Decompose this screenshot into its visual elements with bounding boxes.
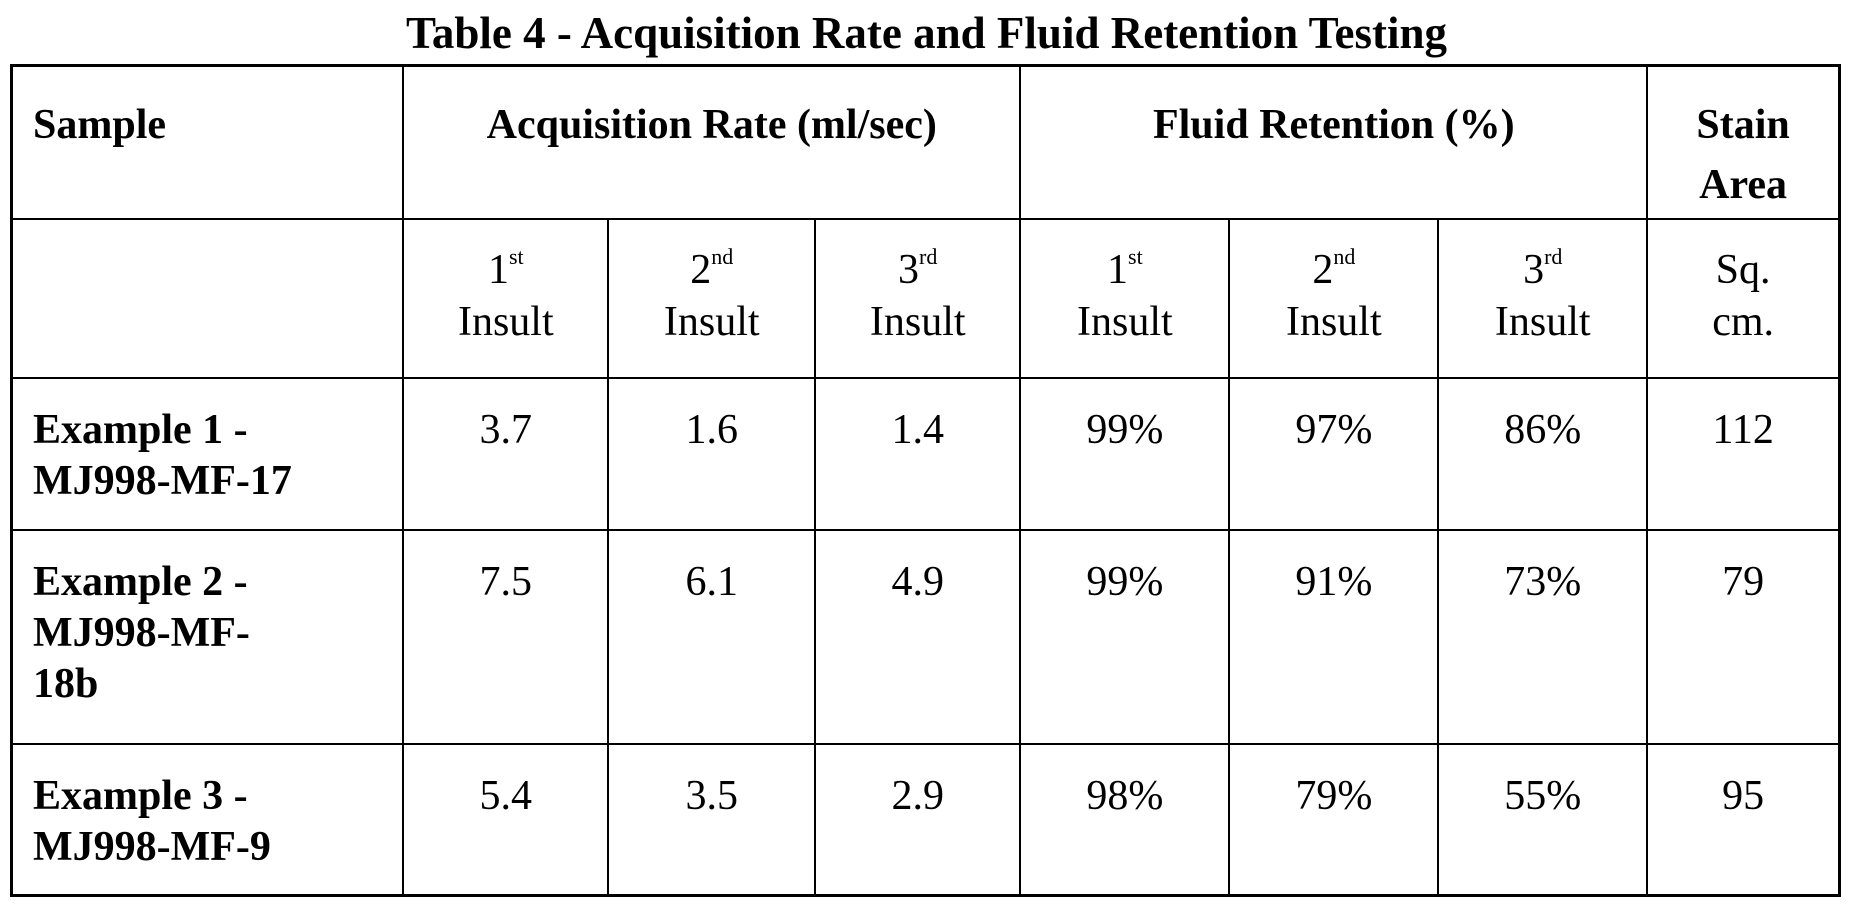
insult-1-number: 1 <box>488 247 509 293</box>
acq-insult-2-value: 6.1 <box>608 530 815 744</box>
sample-line: Example 1 - <box>33 405 402 456</box>
insult-label: Insult <box>816 296 1019 348</box>
sample-line: Example 3 - <box>33 771 402 822</box>
sample-line: Example 2 - <box>33 557 402 608</box>
sample-cell: Example 3 - MJ998-MF-9 <box>12 744 404 896</box>
insult-3-suffix: rd <box>1544 244 1562 269</box>
insult-label: Insult <box>609 296 814 348</box>
ret-insult-2-value: 91% <box>1229 530 1438 744</box>
ret-insult-2-value: 97% <box>1229 378 1438 530</box>
insult-2-suffix: nd <box>1333 244 1355 269</box>
sample-cell: Example 1 - MJ998-MF-17 <box>12 378 404 530</box>
insult-3-number: 3 <box>1523 247 1544 293</box>
insult-2-number: 2 <box>690 247 711 293</box>
header-fluid-retention: Fluid Retention (%) <box>1020 66 1647 219</box>
ret-insult-1-value: 99% <box>1020 378 1229 530</box>
sample-cell: Example 2 - MJ998-MF- 18b <box>12 530 404 744</box>
insult-2-number: 2 <box>1312 247 1333 293</box>
insult-label: Insult <box>1021 296 1228 348</box>
header-sample: Sample <box>12 66 404 219</box>
stain-area-value: 95 <box>1647 744 1839 896</box>
subheader-ret-insult-1: 1st Insult <box>1020 219 1229 378</box>
insult-label: Insult <box>404 296 607 348</box>
header-stain-area-line2: Area <box>1648 155 1838 215</box>
ret-insult-1-value: 98% <box>1020 744 1229 896</box>
ret-insult-3-value: 73% <box>1438 530 1647 744</box>
data-table: Sample Acquisition Rate (ml/sec) Fluid R… <box>10 64 1841 897</box>
acq-insult-2-value: 3.5 <box>608 744 815 896</box>
ret-insult-2-value: 79% <box>1229 744 1438 896</box>
insult-3-suffix: rd <box>919 244 937 269</box>
subheader-acq-insult-1: 1st Insult <box>403 219 608 378</box>
subheader-row: 1st Insult 2nd Insult 3rd Insult 1st Ins… <box>12 219 1840 378</box>
acq-insult-1-value: 5.4 <box>403 744 608 896</box>
subheader-stain-unit: Sq. cm. <box>1647 219 1839 378</box>
subheader-acq-insult-3: 3rd Insult <box>815 219 1020 378</box>
subheader-acq-insult-2: 2nd Insult <box>608 219 815 378</box>
insult-label: Insult <box>1439 296 1646 348</box>
sample-line: MJ998-MF- <box>33 608 402 659</box>
insult-label: Insult <box>1230 296 1437 348</box>
insult-2-suffix: nd <box>711 244 733 269</box>
header-acquisition-rate: Acquisition Rate (ml/sec) <box>403 66 1020 219</box>
ret-insult-3-value: 86% <box>1438 378 1647 530</box>
stain-unit-line1: Sq. <box>1648 244 1838 296</box>
insult-1-number: 1 <box>1107 247 1128 293</box>
ret-insult-3-value: 55% <box>1438 744 1647 896</box>
subheader-sample-empty <box>12 219 404 378</box>
table-row: Example 1 - MJ998-MF-17 3.7 1.6 1.4 99% … <box>12 378 1840 530</box>
table-row: Example 3 - MJ998-MF-9 5.4 3.5 2.9 98% 7… <box>12 744 1840 896</box>
sample-line: MJ998-MF-17 <box>33 456 402 507</box>
subheader-ret-insult-3: 3rd Insult <box>1438 219 1647 378</box>
header-stain-area-line1: Stain <box>1648 95 1838 155</box>
header-row: Sample Acquisition Rate (ml/sec) Fluid R… <box>12 66 1840 219</box>
stain-area-value: 112 <box>1647 378 1839 530</box>
header-stain-area: Stain Area <box>1647 66 1839 219</box>
sample-line: 18b <box>33 659 402 710</box>
acq-insult-3-value: 2.9 <box>815 744 1020 896</box>
insult-1-suffix: st <box>509 244 524 269</box>
table-row: Example 2 - MJ998-MF- 18b 7.5 6.1 4.9 99… <box>12 530 1840 744</box>
insult-3-number: 3 <box>898 247 919 293</box>
acq-insult-3-value: 4.9 <box>815 530 1020 744</box>
table-title: Table 4 - Acquisition Rate and Fluid Ret… <box>0 6 1853 60</box>
ret-insult-1-value: 99% <box>1020 530 1229 744</box>
stain-unit-line2: cm. <box>1648 296 1838 348</box>
acq-insult-1-value: 7.5 <box>403 530 608 744</box>
acq-insult-3-value: 1.4 <box>815 378 1020 530</box>
acq-insult-2-value: 1.6 <box>608 378 815 530</box>
acq-insult-1-value: 3.7 <box>403 378 608 530</box>
sample-line: MJ998-MF-9 <box>33 822 402 873</box>
insult-1-suffix: st <box>1128 244 1143 269</box>
subheader-ret-insult-2: 2nd Insult <box>1229 219 1438 378</box>
stain-area-value: 79 <box>1647 530 1839 744</box>
